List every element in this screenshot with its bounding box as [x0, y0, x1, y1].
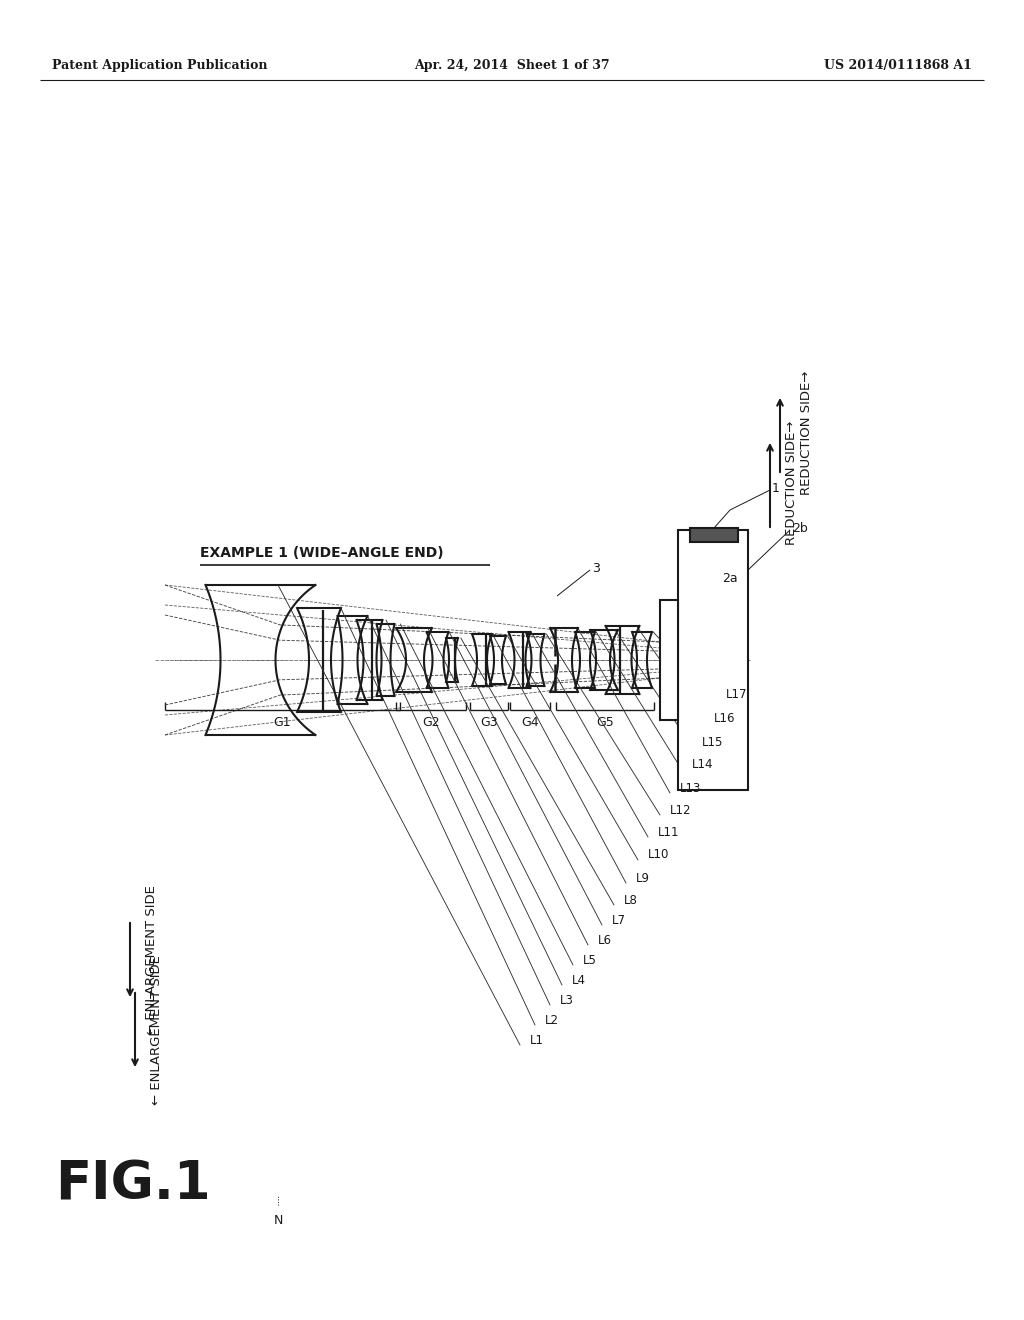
- Text: L2: L2: [545, 1014, 559, 1027]
- Text: L7: L7: [612, 913, 626, 927]
- Text: Patent Application Publication: Patent Application Publication: [52, 58, 267, 71]
- Text: L15: L15: [702, 735, 723, 748]
- Text: G5: G5: [596, 715, 613, 729]
- Text: 3: 3: [592, 561, 600, 574]
- Text: ← ENLARGEMENT SIDE: ← ENLARGEMENT SIDE: [150, 956, 163, 1105]
- Text: L17: L17: [726, 689, 748, 701]
- Bar: [690, 528, 738, 543]
- Text: L4: L4: [572, 974, 586, 986]
- Text: G2: G2: [422, 715, 440, 729]
- Text: L11: L11: [658, 825, 680, 838]
- Text: L1: L1: [530, 1034, 544, 1047]
- Text: Apr. 24, 2014  Sheet 1 of 37: Apr. 24, 2014 Sheet 1 of 37: [414, 58, 610, 71]
- Bar: [678, 531, 748, 789]
- Text: L12: L12: [670, 804, 691, 817]
- Text: L5: L5: [583, 953, 597, 966]
- Bar: [660, 601, 678, 719]
- Text: EXAMPLE 1 (WIDE–ANGLE END): EXAMPLE 1 (WIDE–ANGLE END): [200, 546, 443, 560]
- Text: L3: L3: [560, 994, 573, 1006]
- Text: G4: G4: [521, 715, 539, 729]
- Text: L16: L16: [714, 711, 735, 725]
- Text: REDUCTION SIDE→: REDUCTION SIDE→: [800, 371, 813, 495]
- Text: G1: G1: [273, 715, 291, 729]
- Text: L14: L14: [692, 759, 714, 771]
- Text: N: N: [273, 1213, 283, 1226]
- Text: G3: G3: [480, 715, 498, 729]
- Text: 2a: 2a: [722, 572, 737, 585]
- Text: 1: 1: [772, 482, 780, 495]
- Text: L9: L9: [636, 871, 650, 884]
- Text: REDUCTION SIDE→: REDUCTION SIDE→: [785, 421, 798, 545]
- Text: FIG.1: FIG.1: [55, 1159, 211, 1210]
- Text: US 2014/0111868 A1: US 2014/0111868 A1: [824, 58, 972, 71]
- Text: L10: L10: [648, 849, 670, 862]
- Text: 2b: 2b: [792, 521, 808, 535]
- Text: L6: L6: [598, 933, 612, 946]
- Text: L13: L13: [680, 781, 701, 795]
- Text: L8: L8: [624, 894, 638, 907]
- Text: ← ENLARGEMENT SIDE: ← ENLARGEMENT SIDE: [145, 886, 158, 1035]
